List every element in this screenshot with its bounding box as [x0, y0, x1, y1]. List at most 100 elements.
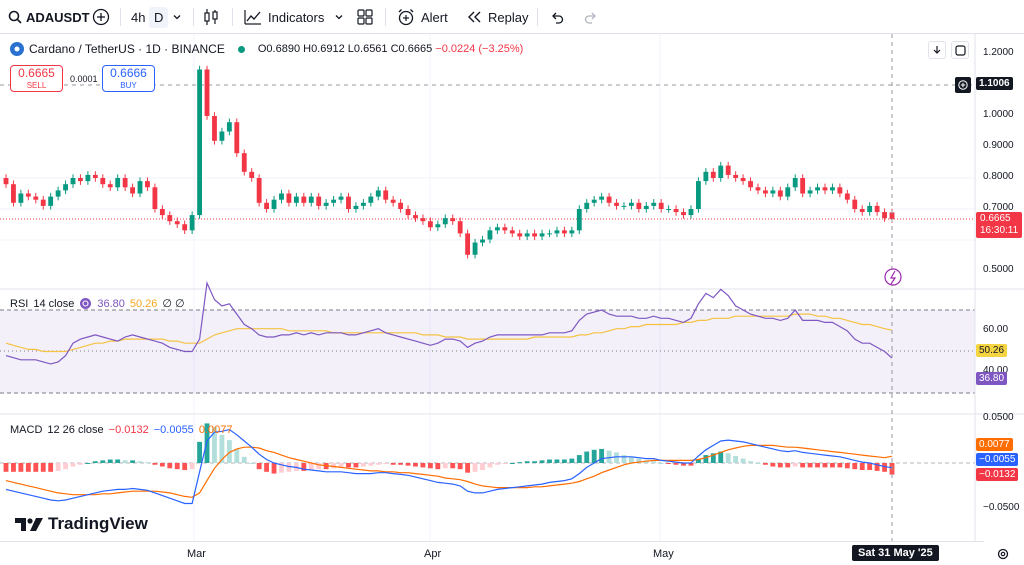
- macd-histogram-bar: [517, 462, 523, 464]
- macd-histogram-bar: [792, 463, 798, 467]
- macd-histogram-bar: [666, 463, 672, 464]
- add-alert-button[interactable]: [955, 77, 971, 93]
- candle-body: [830, 187, 835, 191]
- price-tick: 0.7000: [983, 202, 1014, 213]
- candle-body: [874, 205, 880, 213]
- candle-body: [681, 212, 686, 216]
- candle-body: [427, 221, 433, 228]
- candle-body: [740, 178, 746, 182]
- time-axis[interactable]: Mar Apr May Sat 31 May '25: [0, 541, 1009, 565]
- macd-histogram-bar: [509, 463, 515, 464]
- candle-body: [837, 187, 843, 194]
- timeframe-4h[interactable]: 4h: [131, 0, 145, 34]
- macd-histogram-bar: [234, 448, 240, 463]
- redo-button[interactable]: [584, 0, 598, 34]
- macd-histogram-bar: [442, 463, 448, 469]
- bar-countdown: 16:30:11: [980, 225, 1019, 236]
- fullscreen-button[interactable]: [951, 41, 969, 59]
- candle-body: [383, 190, 389, 200]
- candle-body: [234, 122, 240, 154]
- tradingview-logo-text: TradingView: [48, 514, 148, 533]
- candle-body: [502, 227, 508, 231]
- candle-body: [308, 196, 314, 203]
- candle-body: [584, 202, 590, 209]
- candle-body: [256, 178, 262, 203]
- candle-body: [696, 181, 701, 209]
- download-button[interactable]: [928, 41, 946, 59]
- macd-histogram-bar: [11, 463, 16, 472]
- macd-legend: MACD 12 26 close −0.0132 −0.0055 0.0077: [10, 424, 232, 436]
- timeframe-d[interactable]: D: [149, 0, 169, 34]
- rsi-legend: RSI 14 close 36.80 50.26 ∅ ∅: [10, 297, 185, 311]
- symbol-search[interactable]: ADAUSDT: [8, 0, 90, 34]
- alert-button[interactable]: Alert: [397, 0, 448, 34]
- macd-histogram-bar: [487, 463, 493, 468]
- top-toolbar: ADAUSDT 4h D Indicators Alert Replay: [0, 0, 1024, 34]
- candle-body: [167, 215, 173, 222]
- candle-body: [748, 181, 753, 188]
- macd-histogram-bar: [420, 463, 426, 468]
- candle-body: [658, 202, 664, 209]
- candle-body: [249, 171, 255, 178]
- macd-histogram-bar: [100, 460, 106, 463]
- indicators-icon: [244, 10, 261, 25]
- macd-histogram-bar: [375, 463, 381, 465]
- macd-histogram-bar: [718, 451, 724, 463]
- macd-histogram-bar: [92, 461, 98, 463]
- macd-histogram-bar: [472, 463, 478, 472]
- alert-label: Alert: [421, 9, 448, 25]
- macd-histogram-bar: [480, 463, 485, 471]
- separator: [193, 8, 194, 26]
- candle-body: [524, 233, 530, 237]
- candle-body: [212, 116, 217, 141]
- market-status-dot: [237, 45, 245, 53]
- macd-signal-line: [5, 444, 893, 498]
- compare-button[interactable]: [92, 0, 110, 34]
- timeframe-d-label: D: [149, 6, 169, 28]
- candle-body: [606, 196, 612, 203]
- candle-body: [785, 187, 791, 197]
- indicators-dropdown[interactable]: [334, 0, 344, 34]
- candle-body: [465, 233, 471, 255]
- sell-price: 0.6665: [18, 66, 55, 80]
- main-legend: Cardano / TetherUS · 1D · BINANCE O0.689…: [10, 42, 523, 56]
- macd-histogram-bar: [658, 463, 664, 464]
- lightning-icon[interactable]: [884, 268, 902, 286]
- candle-body: [815, 187, 820, 191]
- macd-histogram-bar: [882, 463, 887, 472]
- timeframe-dropdown[interactable]: [172, 0, 182, 34]
- candle-body: [867, 205, 873, 213]
- macd-histogram-bar: [167, 463, 173, 469]
- chart-type-button[interactable]: [203, 0, 219, 34]
- candle-body: [822, 187, 828, 191]
- replay-button[interactable]: Replay: [466, 0, 528, 34]
- candle-body: [145, 181, 150, 188]
- price-tick: 1.0000: [983, 109, 1014, 120]
- layouts-button[interactable]: [357, 0, 373, 34]
- macd-histogram-bar: [696, 459, 701, 463]
- settings-gear-icon[interactable]: [996, 547, 1010, 561]
- candle-body: [807, 190, 813, 194]
- tradingview-logo[interactable]: TradingView: [14, 514, 148, 534]
- candle-body: [182, 224, 188, 231]
- candle-body: [636, 202, 642, 209]
- macd-histogram-bar: [249, 463, 255, 464]
- candle-body: [264, 202, 270, 209]
- macd-histogram-bar: [532, 461, 538, 463]
- timeframe-4h-label: 4h: [131, 9, 146, 25]
- candle-body: [286, 193, 292, 203]
- buy-button[interactable]: 0.6666 BUY: [102, 65, 155, 92]
- undo-button[interactable]: [550, 0, 564, 34]
- indicators-button[interactable]: Indicators: [244, 0, 324, 34]
- macd-histogram-bar: [621, 455, 627, 463]
- macd-signal-value: 0.0077: [198, 424, 233, 436]
- candle-body: [777, 190, 783, 197]
- macd-histogram-bar: [122, 460, 128, 463]
- sell-button[interactable]: 0.6665 SELL: [10, 65, 63, 92]
- candle-body: [725, 165, 731, 175]
- macd-histogram-bar: [785, 463, 791, 468]
- candle-body: [323, 202, 329, 206]
- candle-body: [338, 196, 344, 200]
- candle-body: [628, 202, 634, 206]
